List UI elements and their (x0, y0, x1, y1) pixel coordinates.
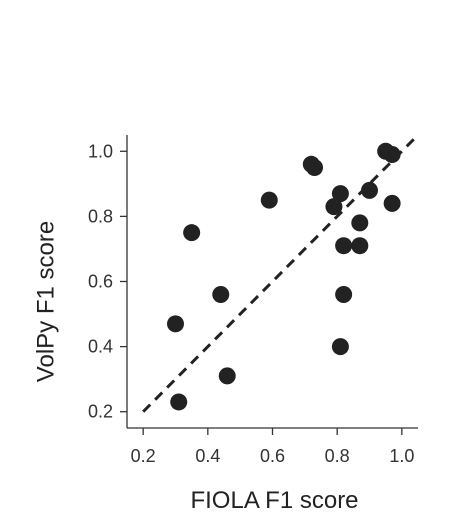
x-tick-label: 1.0 (389, 446, 414, 466)
x-axis-ticks: 0.2 0.4 0.6 0.8 1.0 (131, 428, 414, 466)
data-point (351, 214, 369, 232)
y-tick-label: 0.6 (88, 272, 113, 292)
data-point (306, 159, 324, 177)
data-point (383, 194, 401, 212)
x-tick-label: 0.4 (195, 446, 220, 466)
y-tick-label: 0.2 (88, 402, 113, 422)
data-point (325, 198, 343, 216)
data-point (351, 237, 369, 255)
y-tick-label: 1.0 (88, 141, 113, 161)
y-axis-ticks: 0.2 0.4 0.6 0.8 1.0 (88, 141, 127, 422)
data-point (212, 286, 230, 304)
data-point (383, 146, 401, 164)
data-point (218, 367, 236, 385)
data-point (260, 191, 278, 209)
x-axis-title: FIOLA F1 score (190, 487, 358, 514)
data-point (361, 181, 378, 199)
plot-area (142, 133, 420, 413)
x-tick-label: 0.6 (260, 446, 285, 466)
x-tick-label: 0.8 (325, 446, 350, 466)
data-point (335, 237, 353, 255)
data-point (170, 393, 188, 411)
data-point (331, 185, 349, 203)
data-point (331, 338, 349, 356)
y-tick-label: 0.4 (88, 337, 113, 357)
identity-reference-line (142, 133, 420, 413)
data-point (167, 315, 184, 333)
data-point (183, 224, 201, 242)
x-tick-label: 0.2 (131, 446, 156, 466)
y-tick-label: 0.8 (88, 206, 113, 226)
data-point (335, 286, 353, 304)
y-axis-title: VolPy F1 score (32, 221, 59, 382)
